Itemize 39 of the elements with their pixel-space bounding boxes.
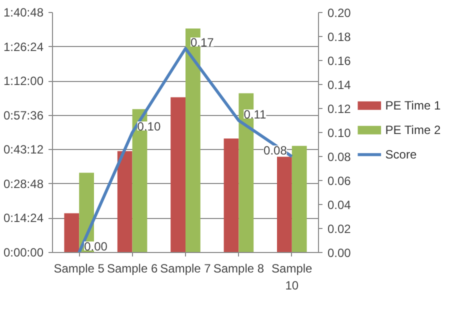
y2-tick-label: 0.10 xyxy=(328,126,352,140)
data-label: 0.00 xyxy=(84,240,108,254)
bar xyxy=(170,97,186,252)
x-tick-label: Sample 8 xyxy=(213,262,264,276)
y2-tick-label: 0.18 xyxy=(328,30,352,44)
bar xyxy=(277,156,292,252)
x-tick-label: Sample 5 xyxy=(54,262,105,276)
y-tick-label: 0:14:24 xyxy=(3,211,44,226)
y2-tick-label: 0.16 xyxy=(328,54,352,68)
data-label: 0.10 xyxy=(137,120,161,134)
y2-tick-label: 0.12 xyxy=(328,102,352,116)
y-tick-label: 0:00:00 xyxy=(3,246,44,260)
legend-label: Score xyxy=(385,148,417,162)
bar xyxy=(117,151,132,252)
y-tick-label: 1:12:00 xyxy=(3,74,44,88)
x-tick-label: Sample 7 xyxy=(160,262,212,276)
y-tick-label: 0:28:48 xyxy=(3,176,44,191)
legend-label: PE Time 1 xyxy=(385,98,441,113)
bar xyxy=(292,146,307,252)
legend-label: PE Time 2 xyxy=(385,123,441,138)
y-tick-label: 0:43:12 xyxy=(3,142,44,157)
bar xyxy=(64,213,80,252)
y-tick-label: 0:57:36 xyxy=(3,108,44,122)
bar xyxy=(224,138,239,252)
y2-tick-label: 0.00 xyxy=(328,246,352,260)
data-label: 0.11 xyxy=(244,108,266,122)
data-label: 0.08 xyxy=(264,144,288,158)
x-tick-label: Sample 10 xyxy=(272,262,313,292)
y2-tick-label: 0.02 xyxy=(328,222,352,236)
y2-tick-label: 0.14 xyxy=(328,78,352,92)
y2-tick-label: 0.08 xyxy=(328,150,352,164)
y2-tick-label: 0.20 xyxy=(328,6,352,20)
y2-tick-label: 0.04 xyxy=(328,198,352,212)
y-tick-label: 1:40:48 xyxy=(3,6,44,20)
y2-tick-label: 0.06 xyxy=(328,174,352,188)
y-tick-label: 1:26:24 xyxy=(3,40,44,54)
x-tick-label: Sample 6 xyxy=(106,262,158,276)
line-series xyxy=(78,47,294,252)
data-label: 0.17 xyxy=(190,36,214,50)
